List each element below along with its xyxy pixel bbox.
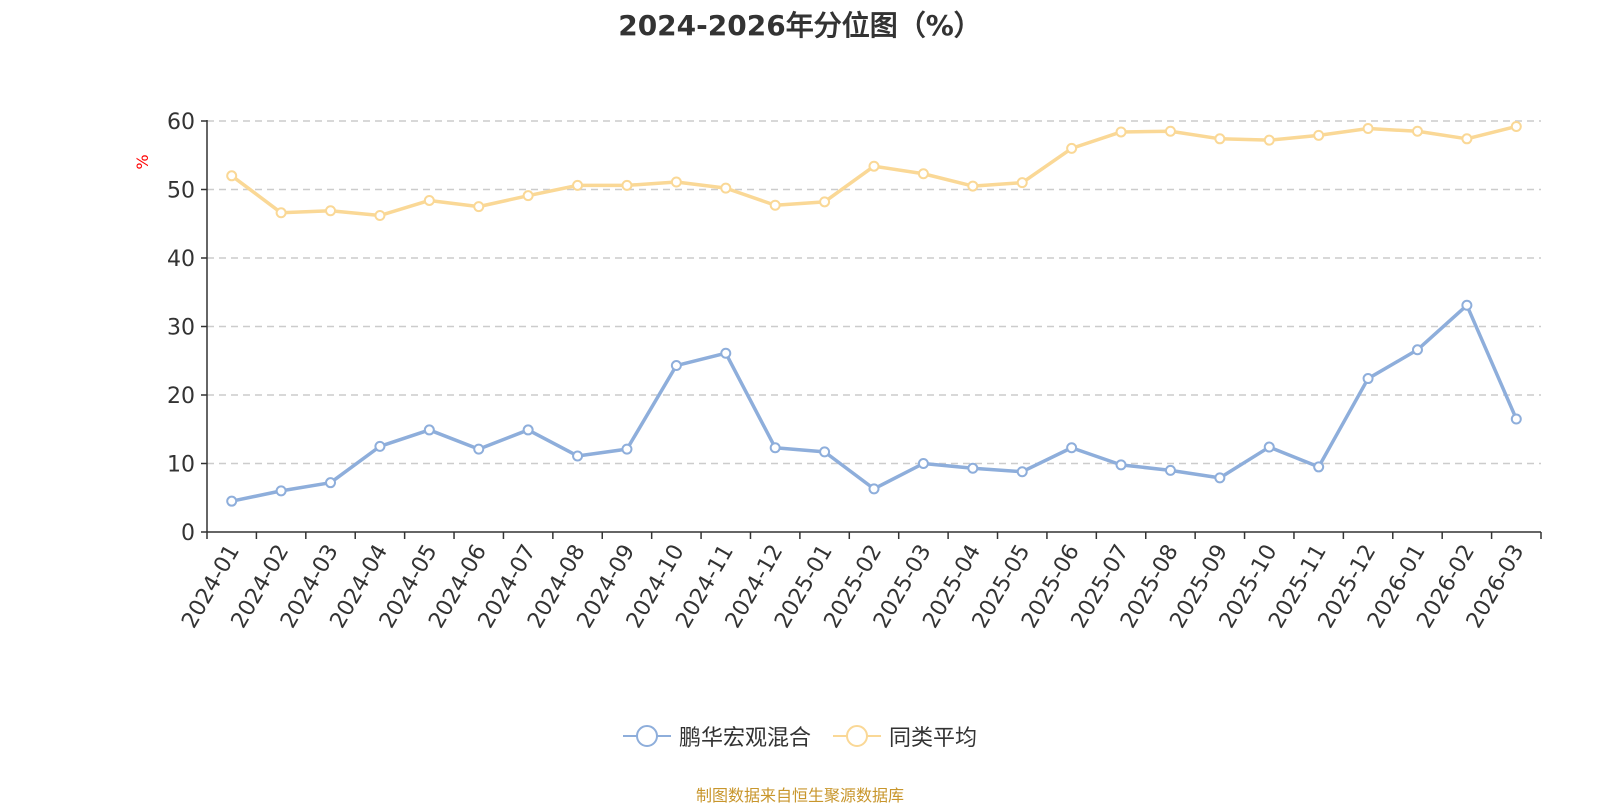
y-tick-label-60: 60 (167, 110, 195, 135)
data-point-series-1-2026-03 (1510, 413, 1522, 425)
data-point-series-2-2025-07 (1115, 126, 1127, 138)
data-point-series-2-2024-03 (325, 205, 337, 217)
data-point-series-1-2024-05 (423, 424, 435, 436)
data-point-series-2-2025-12 (1362, 123, 1374, 135)
data-point-series-1-2024-09 (621, 443, 633, 455)
data-point-series-1-2025-02 (868, 483, 880, 495)
series-line-1 (229, 303, 1519, 503)
data-point-series-1-2024-11 (720, 347, 732, 359)
data-point-series-2-2026-01 (1411, 125, 1423, 137)
data-point-series-1-2025-04 (967, 462, 979, 474)
data-point-series-1-2025-01 (819, 446, 831, 458)
data-point-series-1-2024-03 (325, 477, 337, 489)
data-point-series-1-2025-05 (1016, 466, 1028, 478)
data-point-series-2-2025-08 (1164, 125, 1176, 137)
data-point-series-1-2025-08 (1164, 464, 1176, 476)
data-point-series-2-2024-02 (275, 207, 287, 219)
data-point-series-1-2024-08 (572, 450, 584, 462)
data-point-series-1-2024-07 (522, 424, 534, 436)
data-point-series-1-2025-12 (1362, 373, 1374, 385)
y-tick-label-50: 50 (167, 179, 195, 204)
data-point-series-2-2024-04 (374, 210, 386, 222)
data-point-series-2-2025-11 (1313, 129, 1325, 141)
legend-item-series-1[interactable]: 鹏华宏观混合 (622, 720, 811, 752)
legend-label-series-2: 同类平均 (889, 726, 978, 751)
legend-item-series-2[interactable]: 同类平均 (833, 720, 977, 752)
data-point-series-2-2025-10 (1263, 134, 1275, 146)
data-point-series-1-2026-02 (1461, 299, 1473, 311)
y-tick-label-40: 40 (167, 247, 195, 272)
legend-swatch-series-1-icon (622, 725, 671, 747)
data-point-series-1-2024-06 (473, 443, 485, 455)
data-point-series-2-2026-02 (1461, 133, 1473, 145)
y-tick-label-10: 10 (167, 453, 195, 478)
y-tick-label-0: 0 (181, 521, 195, 546)
data-point-series-1-2025-03 (917, 458, 929, 469)
data-point-series-2-2024-09 (621, 179, 633, 191)
source-note: 制图数据来自恒生聚源数据库 (695, 786, 904, 805)
data-point-series-2-2025-01 (819, 196, 831, 208)
data-point-series-2-2024-05 (423, 194, 435, 206)
legend: 鹏华宏观混合 同类平均 (0, 720, 1600, 752)
data-point-series-2-2024-11 (720, 182, 732, 194)
data-point-series-1-2024-01 (226, 495, 238, 507)
data-point-series-1-2025-10 (1263, 441, 1275, 453)
legend-label-series-1: 鹏华宏观混合 (678, 726, 811, 751)
data-point-series-2-2025-09 (1214, 133, 1226, 145)
data-point-series-1-2025-09 (1214, 472, 1226, 484)
y-axis-label: % (133, 154, 152, 169)
y-tick-label-30: 30 (167, 316, 195, 341)
data-point-series-1-2025-11 (1313, 461, 1325, 473)
data-point-series-2-2026-03 (1510, 120, 1522, 132)
data-point-series-1-2024-04 (374, 440, 386, 452)
y-tick-label-20: 20 (167, 384, 195, 409)
data-point-series-1-2025-07 (1115, 459, 1127, 471)
data-point-series-1-2025-06 (1066, 442, 1078, 454)
data-point-series-1-2024-02 (275, 485, 287, 497)
data-point-series-2-2024-12 (769, 199, 781, 211)
data-point-series-2-2024-07 (522, 190, 534, 202)
data-point-series-2-2024-08 (572, 179, 584, 191)
data-point-series-2-2024-10 (670, 176, 682, 188)
data-point-series-2-2025-03 (917, 168, 929, 180)
chart-title: 2024-2026年分位图（%） (618, 9, 982, 42)
data-point-series-2-2025-06 (1066, 142, 1078, 154)
data-point-series-2-2025-04 (967, 180, 979, 192)
data-point-series-1-2024-10 (670, 360, 682, 372)
legend-swatch-series-2-icon (833, 725, 881, 747)
data-point-series-2-2025-05 (1016, 177, 1028, 189)
data-point-series-2-2024-06 (473, 201, 485, 213)
data-point-series-2-2024-01 (226, 170, 238, 182)
data-point-series-2-2025-02 (868, 160, 880, 172)
data-point-series-1-2026-01 (1411, 344, 1423, 356)
data-point-series-1-2024-12 (769, 442, 781, 454)
